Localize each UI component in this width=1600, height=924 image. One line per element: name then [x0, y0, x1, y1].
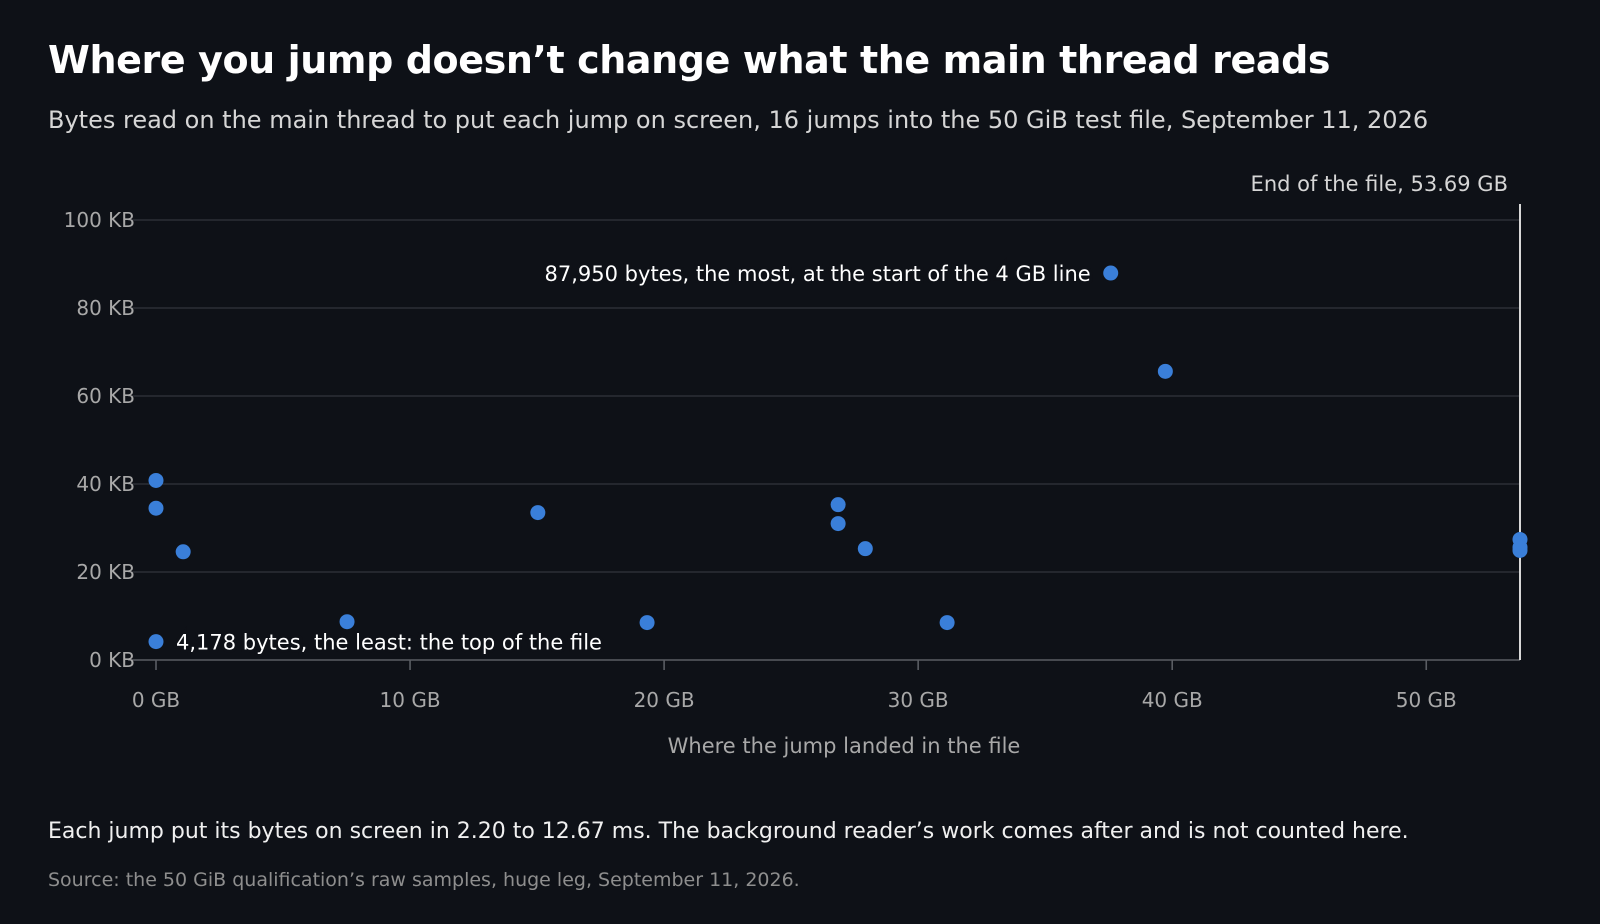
end-of-file-label: End of the file, 53.69 GB: [1251, 172, 1508, 196]
y-tick-label: 100 KB: [64, 208, 135, 232]
data-point: [148, 500, 164, 516]
point-annotation: 4,178 bytes, the least: the top of the f…: [176, 631, 602, 655]
y-tick-label: 80 KB: [76, 296, 135, 320]
data-point: [175, 544, 191, 560]
x-tick-label: 40 GB: [1142, 688, 1203, 712]
y-tick-label: 60 KB: [76, 384, 135, 408]
data-point: [857, 541, 873, 557]
end-of-file-marker: End of the file, 53.69 GB: [1251, 172, 1521, 660]
data-point: [530, 505, 546, 521]
data-point: [939, 615, 955, 631]
axes: 0 KB 20 KB 40 KB 60 KB 80 KB 100 KB 0 GB 10 GB 2…: [64, 208, 1457, 758]
data-point: [639, 615, 655, 631]
chart-subtitle: Bytes read on the main thread to put eac…: [48, 106, 1429, 134]
point-annotation: 87,950 bytes, the most, at the start of …: [545, 262, 1091, 286]
y-tick-label: 0 KB: [89, 648, 135, 672]
source-note: Source: the 50 GiB qualification’s raw s…: [48, 869, 800, 891]
data-point: [1512, 542, 1528, 558]
gridlines: [128, 219, 1520, 661]
scatter-chart: 0 KB 20 KB 40 KB 60 KB 80 KB 100 KB 0 GB 10 GB 2…: [64, 172, 1528, 758]
data-point: [1103, 265, 1119, 281]
y-tick-label: 40 KB: [76, 472, 135, 496]
data-points: [148, 265, 1528, 650]
data-point: [830, 497, 846, 513]
x-tick-label: 30 GB: [888, 688, 949, 712]
x-tick-label: 20 GB: [634, 688, 695, 712]
x-tick-label: 50 GB: [1396, 688, 1457, 712]
annotations: 87,950 bytes, the most, at the start of …: [173, 259, 1094, 658]
x-tick-label: 0 GB: [132, 688, 180, 712]
data-point: [830, 516, 846, 532]
x-axis-title: Where the jump landed in the file: [668, 734, 1021, 758]
data-point: [148, 634, 164, 650]
x-tick-label: 10 GB: [380, 688, 441, 712]
data-point: [148, 472, 164, 488]
data-point: [339, 614, 355, 630]
footnote: Each jump put its bytes on screen in 2.2…: [48, 819, 1409, 844]
y-tick-label: 20 KB: [76, 560, 135, 584]
chart-title: Where you jump doesn’t change what the m…: [48, 38, 1331, 82]
data-point: [1157, 363, 1173, 379]
